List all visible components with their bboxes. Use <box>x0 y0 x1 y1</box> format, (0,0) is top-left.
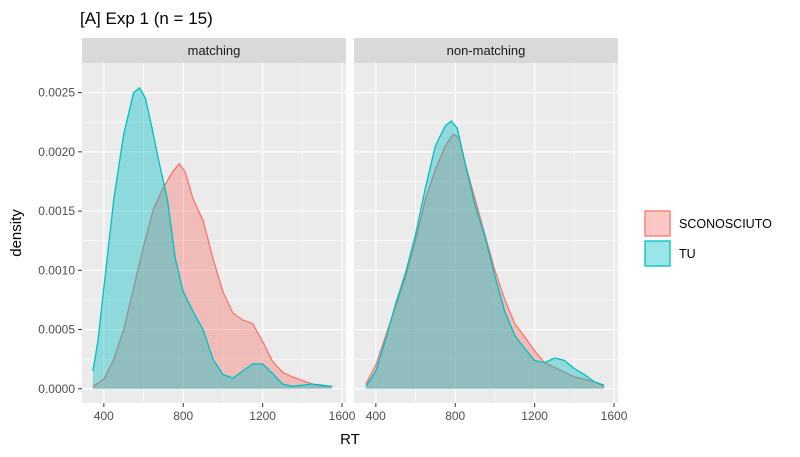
y-tick-label: 0.0025 <box>38 86 75 100</box>
y-tick-label: 0.0005 <box>38 323 75 337</box>
x-tick-label: 800 <box>445 409 465 423</box>
x-axis: 400 800 1200 1600 400 800 1200 1600 <box>94 403 628 423</box>
x-tick-label: 1600 <box>601 409 628 423</box>
strip-label-non-matching: non-matching <box>447 43 526 58</box>
chart-title: [A] Exp 1 (n = 15) <box>80 9 213 28</box>
legend-key-tu <box>644 240 671 267</box>
panel-non-matching-grid <box>354 63 618 403</box>
panel-non-matching-series <box>365 120 605 389</box>
y-tick-label: 0.0015 <box>38 204 75 218</box>
legend-key-sconosciuto <box>644 210 671 237</box>
density-area-sconosciuto <box>365 134 605 389</box>
density-area-sconosciuto <box>92 163 333 389</box>
strip-label-matching: matching <box>188 43 241 58</box>
x-tick-label: 1200 <box>521 409 548 423</box>
density-line-tu <box>92 86 333 388</box>
strip-non-matching-bg <box>354 38 618 63</box>
x-axis-title: RT <box>340 431 360 448</box>
panel-matching-series <box>92 86 333 389</box>
x-tick-label: 1200 <box>249 409 276 423</box>
density-line-sconosciuto <box>365 133 605 387</box>
legend: SCONOSCIUTO TU <box>644 210 772 267</box>
y-axis: 0.0000 0.0005 0.0010 0.0015 0.0020 0.0025 <box>38 86 82 396</box>
density-area-tu <box>92 87 333 389</box>
legend-label-tu: TU <box>679 247 696 261</box>
density-line-sconosciuto <box>92 162 333 388</box>
y-tick-label: 0.0020 <box>38 145 75 159</box>
density-line-tu <box>365 120 605 387</box>
x-tick-label: 800 <box>173 409 193 423</box>
legend-label-sconosciuto: SCONOSCIUTO <box>679 217 772 231</box>
x-tick-label: 400 <box>366 409 386 423</box>
y-tick-label: 0.0000 <box>38 382 75 396</box>
panel-non-matching-bg <box>354 63 618 403</box>
y-axis-title: density <box>8 209 25 257</box>
x-tick-label: 400 <box>94 409 114 423</box>
panel-matching-bg <box>82 63 346 403</box>
y-tick-label: 0.0010 <box>38 263 75 277</box>
strip-matching-bg <box>82 38 346 63</box>
x-tick-label: 1600 <box>329 409 356 423</box>
